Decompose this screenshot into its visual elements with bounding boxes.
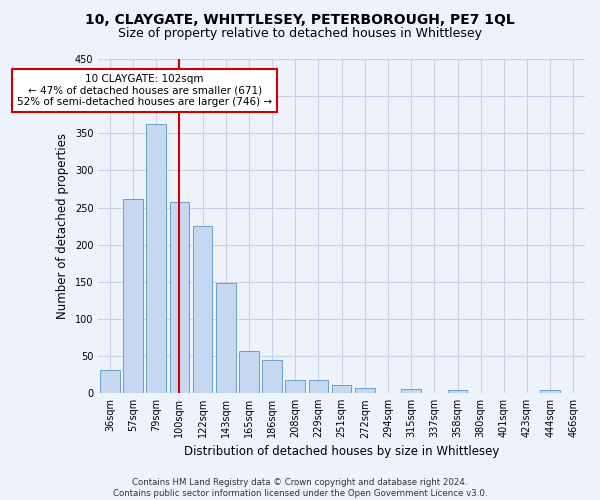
Bar xyxy=(355,388,374,393)
Bar xyxy=(262,360,282,393)
Text: 10 CLAYGATE: 102sqm
← 47% of detached houses are smaller (671)
52% of semi-detac: 10 CLAYGATE: 102sqm ← 47% of detached ho… xyxy=(17,74,272,107)
Text: 10, CLAYGATE, WHITTLESEY, PETERBOROUGH, PE7 1QL: 10, CLAYGATE, WHITTLESEY, PETERBOROUGH, … xyxy=(85,12,515,26)
Bar xyxy=(100,370,120,393)
Y-axis label: Number of detached properties: Number of detached properties xyxy=(56,133,69,319)
X-axis label: Distribution of detached houses by size in Whittlesey: Distribution of detached houses by size … xyxy=(184,444,499,458)
Text: Size of property relative to detached houses in Whittlesey: Size of property relative to detached ho… xyxy=(118,28,482,40)
Bar xyxy=(332,385,352,393)
Bar xyxy=(123,198,143,393)
Text: Contains HM Land Registry data © Crown copyright and database right 2024.
Contai: Contains HM Land Registry data © Crown c… xyxy=(113,478,487,498)
Bar xyxy=(216,284,236,393)
Bar xyxy=(193,226,212,393)
Bar xyxy=(170,202,189,393)
Bar xyxy=(146,124,166,393)
Bar xyxy=(541,390,560,393)
Bar xyxy=(286,380,305,393)
Bar xyxy=(448,390,467,393)
Bar xyxy=(239,351,259,393)
Bar xyxy=(308,380,328,393)
Bar xyxy=(401,388,421,393)
